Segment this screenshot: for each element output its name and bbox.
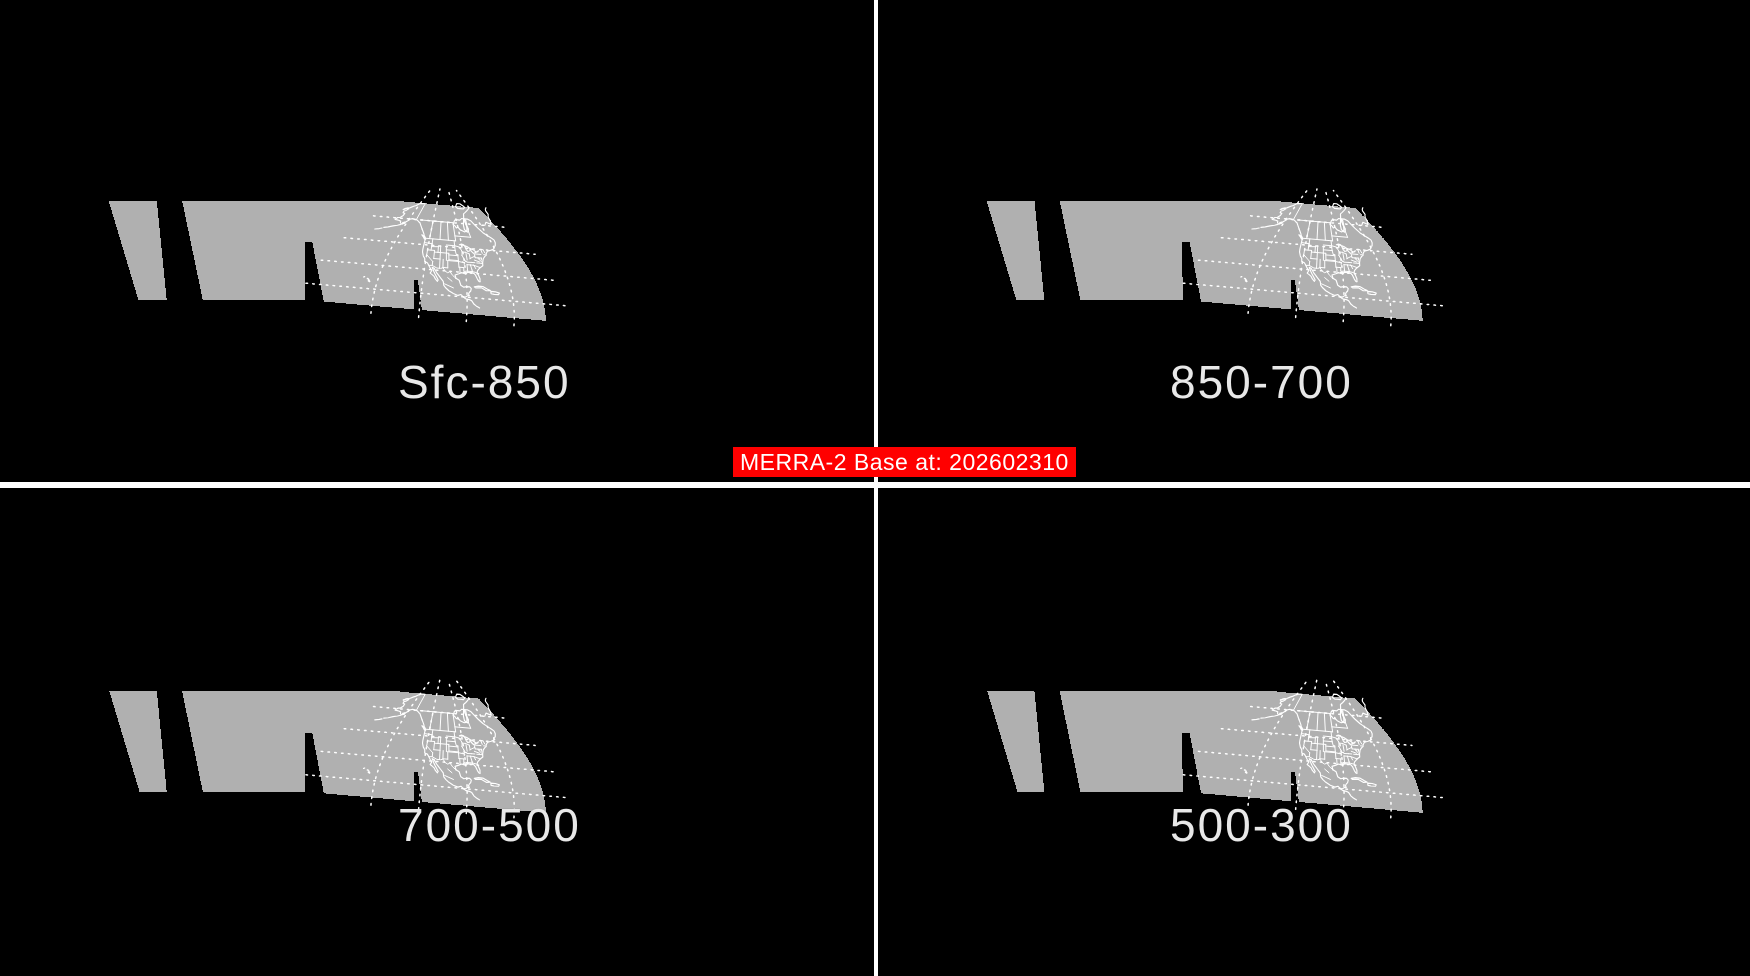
- panel-500-300-map: [878, 488, 1750, 976]
- panel-850-700-map: [878, 0, 1750, 482]
- panel-sfc-850-map: [0, 0, 874, 482]
- panel-divider-horizontal: [0, 482, 1750, 488]
- panel-sfc-850: [0, 0, 874, 482]
- panel-700-500: [0, 488, 874, 976]
- panel-700-500-map: [0, 488, 874, 976]
- panel-divider-vertical: [874, 0, 878, 976]
- panel-500-300: [878, 488, 1750, 976]
- panel-850-700: [878, 0, 1750, 482]
- title-banner: MERRA-2 Base at: 202602310: [733, 447, 1076, 477]
